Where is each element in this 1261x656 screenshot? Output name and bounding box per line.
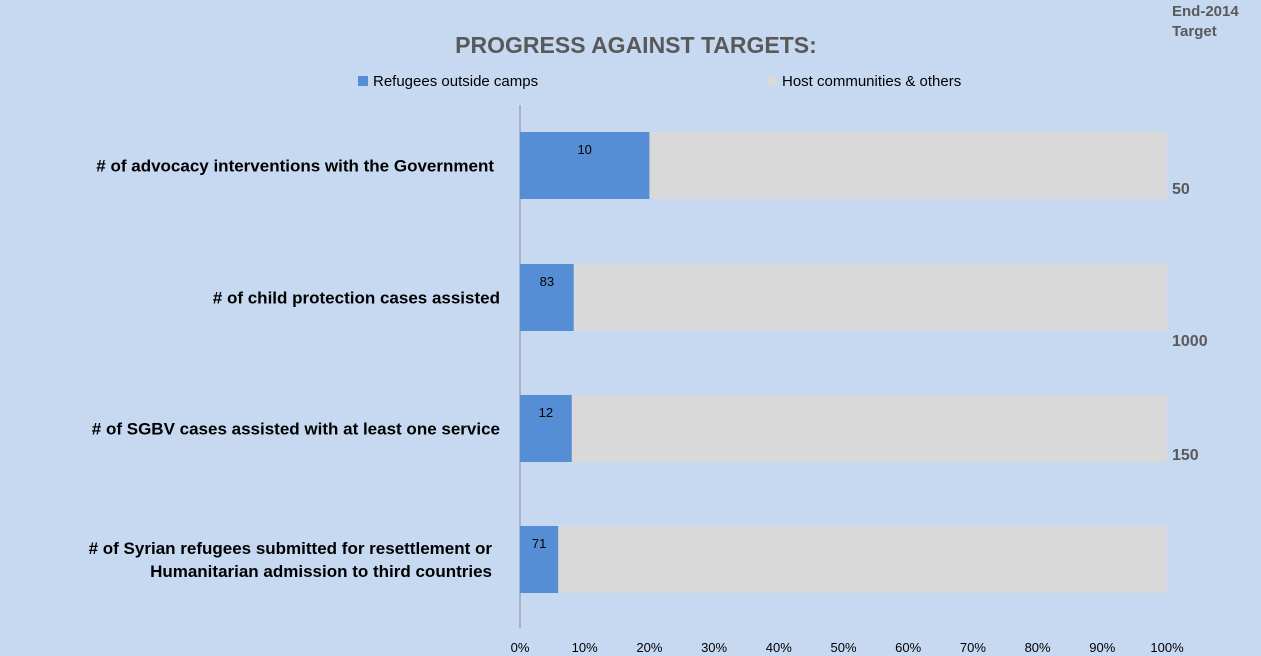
- category-label: # of Syrian refugees submitted for reset…: [89, 539, 493, 558]
- x-tick-label: 40%: [766, 640, 792, 655]
- x-tick-label: 0%: [511, 640, 530, 655]
- target-value: 50: [1172, 181, 1190, 198]
- bar-data-label: 71: [532, 536, 546, 551]
- target-value: 150: [1172, 447, 1199, 464]
- category-label: # of child protection cases assisted: [213, 289, 500, 308]
- bar-remaining: [520, 526, 1167, 593]
- target-header-line: Target: [1172, 23, 1217, 40]
- category-label: Humanitarian admission to third countrie…: [150, 562, 492, 581]
- chart-title: PROGRESS AGAINST TARGETS:: [455, 32, 817, 58]
- x-tick-label: 10%: [572, 640, 598, 655]
- legend-label: Refugees outside camps: [373, 73, 538, 90]
- x-tick-label: 30%: [701, 640, 727, 655]
- x-tick-label: 90%: [1089, 640, 1115, 655]
- bar-progress: [520, 395, 572, 462]
- bar-data-label: 12: [539, 405, 553, 420]
- bar-progress: [520, 132, 650, 199]
- x-tick-label: 100%: [1150, 640, 1184, 655]
- target-header-line: End-2014: [1172, 3, 1239, 20]
- bar-data-label: 10: [577, 142, 591, 157]
- bar-progress: [520, 264, 574, 331]
- category-label: # of advocacy interventions with the Gov…: [96, 157, 494, 176]
- bar-data-label: 83: [540, 274, 554, 289]
- legend-swatch: [767, 76, 777, 86]
- bar-remaining: [520, 395, 1167, 462]
- x-tick-label: 80%: [1025, 640, 1051, 655]
- x-tick-label: 20%: [636, 640, 662, 655]
- x-tick-label: 70%: [960, 640, 986, 655]
- bar-progress: [520, 526, 559, 593]
- target-value: 1000: [1172, 333, 1208, 350]
- legend-swatch: [358, 76, 368, 86]
- x-tick-label: 60%: [895, 640, 921, 655]
- x-tick-label: 50%: [830, 640, 856, 655]
- bar-remaining: [520, 264, 1167, 331]
- category-label: # of SGBV cases assisted with at least o…: [92, 420, 500, 439]
- legend-label: Host communities & others: [782, 73, 961, 90]
